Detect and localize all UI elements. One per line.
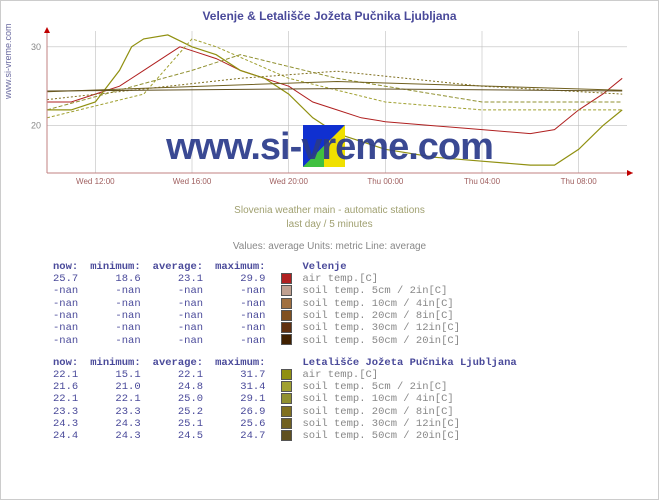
svg-text:Wed 12:00: Wed 12:00	[76, 177, 115, 186]
series-swatch-icon	[281, 430, 292, 441]
series-swatch-icon	[281, 369, 292, 380]
table-row: 24.3 24.3 25.1 25.6 soil temp. 30cm / 12…	[47, 418, 523, 430]
series-label: soil temp. 20cm / 8in[C]	[296, 310, 466, 322]
series-label: soil temp. 50cm / 20in[C]	[296, 334, 466, 346]
table-row: 21.6 21.0 24.8 31.4 soil temp. 5cm / 2in…	[47, 381, 523, 393]
col-now: now:	[47, 261, 84, 273]
col-max: maximum:	[209, 357, 271, 369]
line-chart: 2030Wed 12:00Wed 16:00Wed 20:00Thu 00:00…	[47, 31, 637, 191]
series-label: soil temp. 30cm / 12in[C]	[296, 418, 522, 430]
col-max: maximum:	[209, 261, 271, 273]
subtitle-1: Slovenia weather main - automatic statio…	[1, 205, 658, 216]
series-swatch-icon	[281, 285, 292, 296]
series-label: air temp.[C]	[296, 273, 466, 285]
series-swatch-icon	[281, 310, 292, 321]
col-avg: average:	[147, 261, 209, 273]
series-label: soil temp. 30cm / 12in[C]	[296, 322, 466, 334]
series-swatch-icon	[281, 418, 292, 429]
subtitle-2: last day / 5 minutes	[1, 219, 658, 230]
table-row: -nan -nan -nan -nan soil temp. 30cm / 12…	[47, 322, 466, 334]
col-now: now:	[47, 357, 84, 369]
series-swatch-icon	[281, 381, 292, 392]
table-row: 24.4 24.3 24.5 24.7 soil temp. 50cm / 20…	[47, 430, 523, 442]
table-row: -nan -nan -nan -nan soil temp. 5cm / 2in…	[47, 285, 466, 297]
col-min: minimum:	[84, 357, 146, 369]
chart-container: www.si-vreme.com Velenje & Letališče Jož…	[0, 0, 659, 500]
table-row: 23.3 23.3 25.2 26.9 soil temp. 20cm / 8i…	[47, 406, 523, 418]
site-link-vertical[interactable]: www.si-vreme.com	[3, 23, 13, 99]
series-swatch-icon	[281, 298, 292, 309]
series-swatch-icon	[281, 273, 292, 284]
series-label: soil temp. 20cm / 8in[C]	[296, 406, 522, 418]
table-row: 25.7 18.6 23.1 29.9 air temp.[C]	[47, 273, 466, 285]
table-row: 22.1 22.1 25.0 29.1 soil temp. 10cm / 4i…	[47, 393, 523, 405]
svg-text:Thu 04:00: Thu 04:00	[464, 177, 501, 186]
series-label: soil temp. 5cm / 2in[C]	[296, 285, 466, 297]
series-swatch-icon	[281, 406, 292, 417]
table-row: -nan -nan -nan -nan soil temp. 10cm / 4i…	[47, 298, 466, 310]
svg-text:Wed 20:00: Wed 20:00	[269, 177, 308, 186]
svg-text:Wed 16:00: Wed 16:00	[173, 177, 212, 186]
station-table: now: minimum: average: maximum: Letališč…	[47, 357, 523, 443]
series-swatch-icon	[281, 393, 292, 404]
chart-title: Velenje & Letališče Jožeta Pučnika Ljubl…	[1, 1, 658, 23]
col-avg: average:	[147, 357, 209, 369]
series-label: soil temp. 10cm / 4in[C]	[296, 393, 522, 405]
svg-text:30: 30	[31, 42, 41, 52]
table-row: -nan -nan -nan -nan soil temp. 50cm / 20…	[47, 334, 466, 346]
series-label: soil temp. 10cm / 4in[C]	[296, 298, 466, 310]
svg-text:20: 20	[31, 121, 41, 131]
series-swatch-icon	[281, 322, 292, 333]
series-label: soil temp. 50cm / 20in[C]	[296, 430, 522, 442]
station-table: now: minimum: average: maximum: Velenje …	[47, 261, 466, 347]
svg-text:Thu 00:00: Thu 00:00	[367, 177, 404, 186]
series-label: soil temp. 5cm / 2in[C]	[296, 381, 522, 393]
site-logo-icon	[303, 125, 345, 167]
series-swatch-icon	[281, 334, 292, 345]
table-row: 22.1 15.1 22.1 31.7 air temp.[C]	[47, 369, 523, 381]
meta-line: Values: average Units: metric Line: aver…	[1, 241, 658, 252]
table-row: -nan -nan -nan -nan soil temp. 20cm / 8i…	[47, 310, 466, 322]
col-min: minimum:	[84, 261, 146, 273]
data-tables: now: minimum: average: maximum: Velenje …	[47, 261, 642, 442]
station-name: Velenje	[296, 261, 466, 273]
series-label: air temp.[C]	[296, 369, 522, 381]
svg-text:Thu 08:00: Thu 08:00	[561, 177, 598, 186]
station-name: Letališče Jožeta Pučnika Ljubljana	[296, 357, 522, 369]
